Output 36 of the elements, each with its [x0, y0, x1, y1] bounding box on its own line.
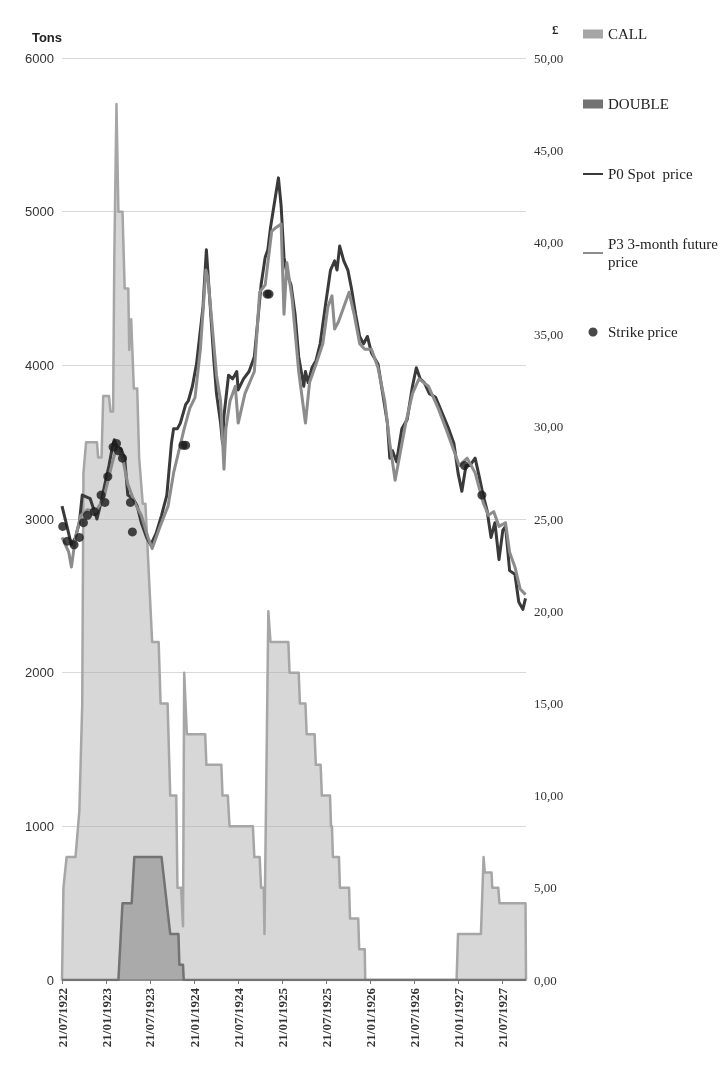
y2-tick-label: 0,00 [534, 972, 557, 988]
y2-tick-label: 10,00 [534, 788, 564, 804]
x-tick-label: 21/01/1927 [451, 987, 467, 1048]
x-tick-label: 21/07/1925 [318, 987, 334, 1048]
y2-tick-label: 45,00 [534, 142, 564, 158]
y-tick-label: 1000 [25, 818, 54, 834]
x-tick-label: 21/01/1925 [275, 987, 291, 1048]
x-tick-label: 21/07/1927 [494, 987, 510, 1048]
x-tick-label: 21/07/1924 [230, 987, 246, 1048]
y-tick-label: 6000 [25, 50, 54, 66]
legend-label: Strike price [608, 324, 678, 340]
legend-label: P0 Spot price [608, 166, 693, 182]
y2-tick-label: 20,00 [534, 603, 564, 619]
x-tick-label: 21/01/1923 [98, 987, 114, 1048]
x-tick-label: 21/07/1926 [406, 987, 422, 1048]
y2-tick-label: 15,00 [534, 695, 564, 711]
x-tick-label: 21/01/1924 [186, 987, 202, 1048]
legend-label: DOUBLE [608, 96, 669, 112]
y-tick-label: 2000 [25, 665, 54, 681]
y2-tick-label: 50,00 [534, 50, 564, 66]
y2-tick-label: 30,00 [534, 419, 564, 435]
y2-tick-label: 40,00 [534, 234, 564, 250]
y-tick-label: 4000 [25, 357, 54, 373]
y2-tick-label: 25,00 [534, 511, 564, 527]
y-tick-label: 5000 [25, 204, 54, 220]
legend-label: P3 3-month future price [608, 236, 722, 270]
x-tick-label: 21/07/1923 [142, 987, 158, 1048]
x-tick-label: 21/01/1926 [363, 987, 379, 1048]
y-axis-title: Tons [31, 30, 62, 45]
y2-tick-label: 35,00 [534, 327, 564, 343]
y-tick-label: 0 [46, 972, 54, 988]
y2-axis-title: £ [552, 22, 559, 37]
x-tick-label: 21/07/1922 [54, 988, 70, 1048]
legend-label: CALL [608, 26, 648, 42]
y-tick-label: 3000 [25, 511, 54, 527]
y2-tick-label: 5,00 [534, 880, 557, 896]
